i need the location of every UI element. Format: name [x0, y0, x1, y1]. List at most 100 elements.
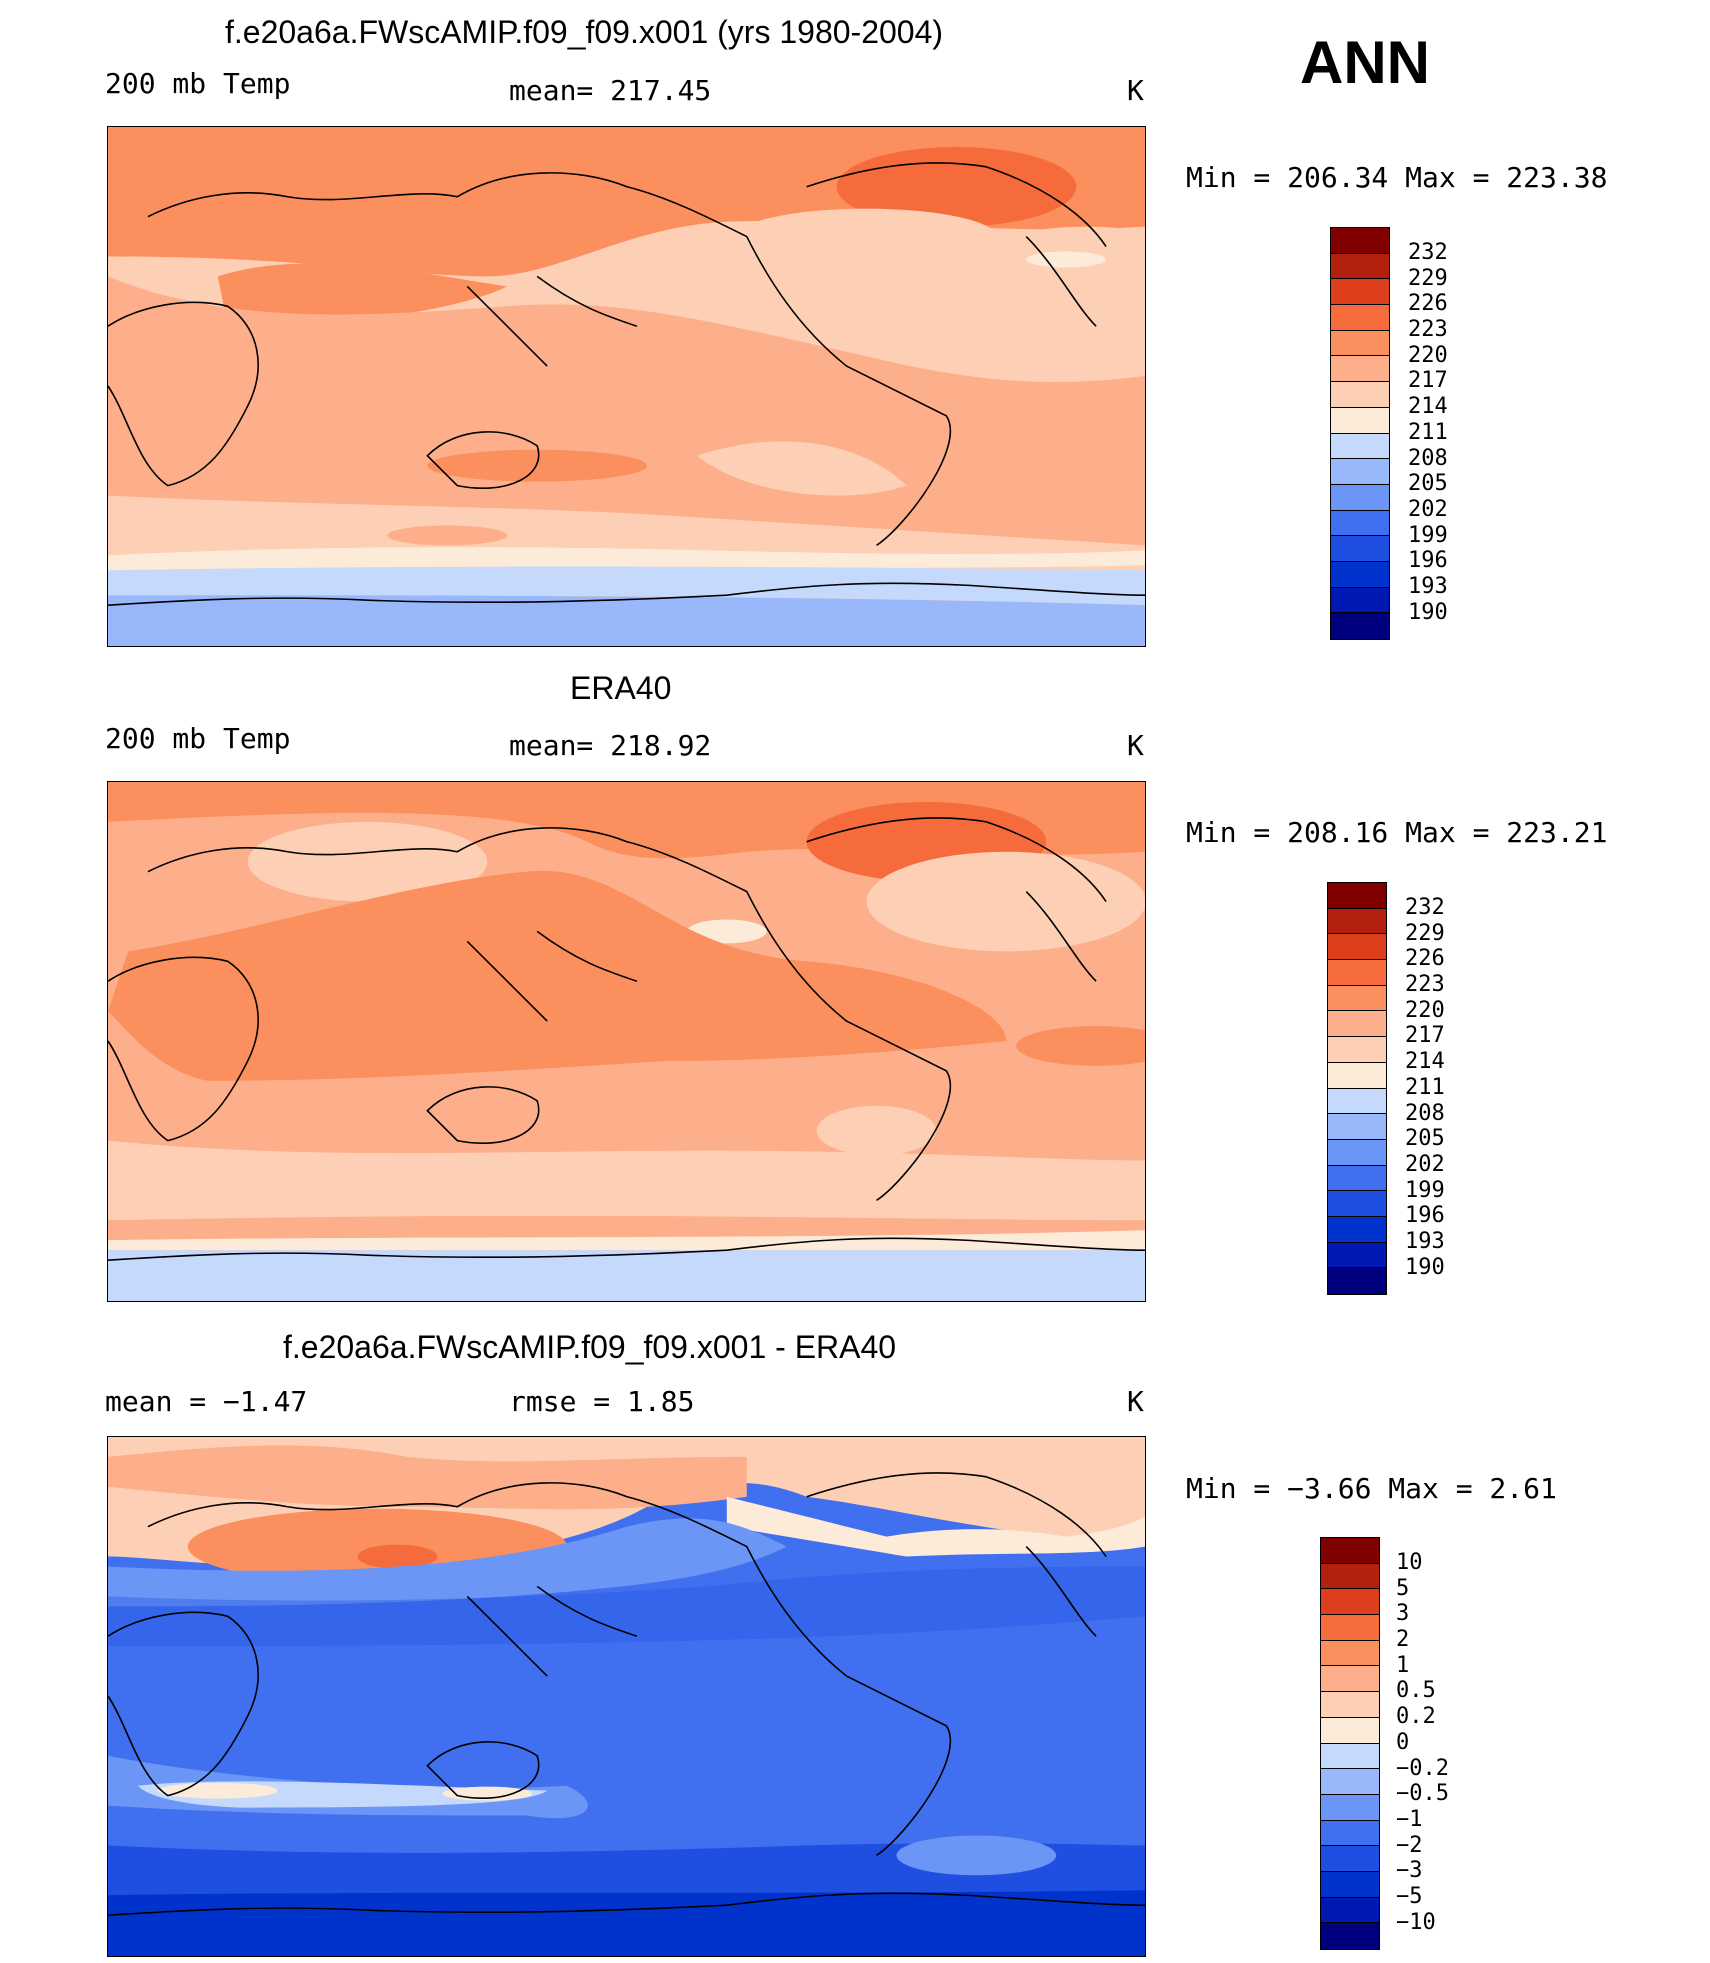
colorbar-swatch	[1328, 1139, 1386, 1166]
panel-3-map	[107, 1436, 1146, 1957]
colorbar-tick: 1	[1396, 1652, 1410, 1678]
panel-3-colorbar-ticks: 10 5 3 2 1 0.5 0.2 0 −0.2 −0.5 −1 −2 −3 …	[1396, 1550, 1449, 1935]
colorbar-tick: −10	[1396, 1909, 1436, 1935]
panel-1-units: K	[1127, 74, 1144, 107]
panel-1-map	[107, 126, 1146, 647]
colorbar-tick: 232	[1405, 895, 1445, 920]
colorbar-swatch	[1321, 1769, 1379, 1795]
colorbar-swatch	[1321, 1692, 1379, 1718]
colorbar-tick: 217	[1405, 1023, 1445, 1049]
colorbar-tick: 223	[1405, 972, 1445, 998]
colorbar-tick: 229	[1405, 920, 1445, 946]
colorbar-tick: 229	[1408, 265, 1448, 291]
panel-3-minmax: Min = −3.66 Max = 2.61	[1186, 1472, 1557, 1505]
panel-2-mean-label: mean= 218.92	[509, 729, 712, 762]
colorbar-swatch	[1328, 1037, 1386, 1063]
panel-3-units: K	[1127, 1385, 1144, 1418]
colorbar-tick: 217	[1408, 368, 1448, 394]
colorbar-swatch	[1331, 382, 1389, 408]
colorbar-tick: 205	[1408, 471, 1448, 497]
colorbar-tick: −5	[1396, 1883, 1423, 1909]
colorbar-swatch	[1328, 1242, 1386, 1269]
colorbar-tick: 208	[1405, 1100, 1445, 1126]
colorbar-swatch	[1328, 1268, 1386, 1294]
colorbar-tick: 220	[1405, 997, 1445, 1023]
panel-3-left-label: mean = −1.47	[105, 1385, 308, 1418]
colorbar-swatch	[1321, 1871, 1379, 1898]
colorbar-tick: 199	[1408, 522, 1448, 548]
colorbar-tick: 214	[1408, 394, 1448, 420]
colorbar-swatch	[1321, 1640, 1379, 1667]
colorbar-tick: 232	[1408, 240, 1448, 265]
colorbar-swatch	[1321, 1846, 1379, 1872]
colorbar-swatch	[1331, 613, 1389, 639]
colorbar-swatch	[1321, 1615, 1379, 1641]
colorbar-tick: 193	[1405, 1228, 1445, 1254]
panel-1-colorbar-ticks: 232 229 226 223 220 217 214 211 208 205 …	[1408, 240, 1448, 625]
colorbar-tick: 0.2	[1396, 1704, 1436, 1730]
panel-2-left-label: 200 mb Temp	[105, 722, 291, 755]
colorbar-swatch	[1331, 510, 1389, 537]
colorbar-swatch	[1328, 908, 1386, 935]
colorbar-swatch	[1331, 279, 1389, 306]
colorbar-swatch	[1328, 960, 1386, 986]
colorbar-tick: 226	[1405, 946, 1445, 972]
panel-2-units: K	[1127, 729, 1144, 762]
colorbar-tick: 211	[1405, 1074, 1445, 1100]
colorbar-swatch	[1321, 1923, 1379, 1949]
colorbar-swatch	[1321, 1820, 1379, 1847]
colorbar-swatch	[1321, 1794, 1379, 1821]
colorbar-swatch	[1321, 1538, 1379, 1564]
colorbar-tick: 226	[1408, 291, 1448, 317]
colorbar-swatch	[1328, 934, 1386, 961]
colorbar-swatch	[1328, 883, 1386, 909]
colorbar-tick: −0.2	[1396, 1755, 1449, 1781]
panel-2-minmax: Min = 208.16 Max = 223.21	[1186, 816, 1608, 849]
panel-1-minmax: Min = 206.34 Max = 223.38	[1186, 161, 1608, 194]
colorbar-tick: −0.5	[1396, 1781, 1449, 1807]
colorbar-tick: 202	[1408, 496, 1448, 522]
colorbar-swatch	[1321, 1717, 1379, 1744]
colorbar-swatch	[1328, 1216, 1386, 1243]
colorbar-tick: −3	[1396, 1858, 1423, 1884]
panel-1-colorbar	[1330, 227, 1390, 640]
colorbar-swatch	[1321, 1666, 1379, 1693]
colorbar-swatch	[1331, 484, 1389, 511]
colorbar-tick: 208	[1408, 445, 1448, 471]
panel-1-mean-label: mean= 217.45	[509, 74, 712, 107]
colorbar-tick: 205	[1405, 1126, 1445, 1152]
colorbar-swatch	[1321, 1589, 1379, 1616]
colorbar-swatch	[1328, 1165, 1386, 1192]
colorbar-tick: 211	[1408, 419, 1448, 445]
panel-1-left-label: 200 mb Temp	[105, 67, 291, 100]
colorbar-tick: 202	[1405, 1151, 1445, 1177]
colorbar-swatch	[1331, 536, 1389, 562]
panel-2-colorbar-ticks: 232 229 226 223 220 217 214 211 208 205 …	[1405, 895, 1445, 1280]
panel-3-colorbar	[1320, 1537, 1380, 1950]
colorbar-tick: 193	[1408, 573, 1448, 599]
colorbar-swatch	[1321, 1743, 1379, 1770]
colorbar-tick: 196	[1408, 548, 1448, 574]
colorbar-swatch	[1331, 356, 1389, 383]
colorbar-tick: 220	[1408, 342, 1448, 368]
colorbar-swatch	[1331, 587, 1389, 614]
colorbar-swatch	[1328, 1114, 1386, 1140]
colorbar-tick: 0	[1396, 1729, 1410, 1755]
panel-2-title: ERA40	[570, 670, 672, 706]
colorbar-tick: 5	[1396, 1575, 1410, 1601]
colorbar-tick: 10	[1396, 1550, 1423, 1575]
colorbar-swatch	[1328, 1191, 1386, 1217]
colorbar-tick: −2	[1396, 1832, 1423, 1858]
panel-2-map	[107, 781, 1146, 1302]
colorbar-tick: −1	[1396, 1806, 1423, 1832]
colorbar-tick: 214	[1405, 1049, 1445, 1075]
colorbar-tick: 190	[1405, 1254, 1445, 1280]
colorbar-swatch	[1331, 330, 1389, 357]
colorbar-swatch	[1321, 1897, 1379, 1924]
colorbar-swatch	[1331, 228, 1389, 254]
colorbar-tick: 2	[1396, 1627, 1410, 1653]
panel-2-colorbar	[1327, 882, 1387, 1295]
colorbar-swatch	[1328, 1088, 1386, 1115]
panel-3-rmse-label: rmse = 1.85	[509, 1385, 695, 1418]
colorbar-tick: 223	[1408, 317, 1448, 343]
